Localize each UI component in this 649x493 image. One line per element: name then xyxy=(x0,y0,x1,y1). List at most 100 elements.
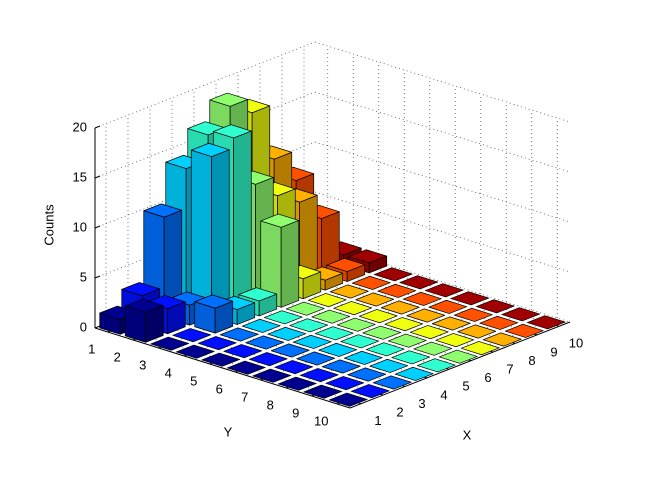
bar xyxy=(475,299,515,314)
bar xyxy=(387,333,427,348)
bar xyxy=(314,326,354,341)
bar-top xyxy=(248,352,288,367)
bar xyxy=(413,341,453,356)
x-tick-label: 5 xyxy=(462,379,469,394)
bar-top xyxy=(460,341,500,356)
bar-top xyxy=(289,318,329,333)
bar-top xyxy=(223,344,263,359)
bar xyxy=(372,375,412,390)
bar-top xyxy=(263,310,303,325)
bar-top xyxy=(311,309,351,324)
bar-top xyxy=(307,293,347,308)
bar-top xyxy=(238,287,278,302)
bar-top xyxy=(121,282,161,297)
bar-top xyxy=(351,275,391,290)
bar-top xyxy=(190,142,230,157)
bar-top xyxy=(369,358,409,373)
grid-line xyxy=(314,91,571,173)
bar xyxy=(416,358,456,373)
bar-top xyxy=(391,350,431,365)
bar-front xyxy=(211,149,230,317)
bar-top xyxy=(450,291,490,306)
bar-top xyxy=(424,283,464,298)
bar xyxy=(252,368,292,383)
bar xyxy=(355,292,395,307)
bar-top xyxy=(428,299,468,314)
bar xyxy=(460,341,500,356)
y-tick-label: 9 xyxy=(292,405,299,420)
bar xyxy=(350,384,390,399)
y-tick-label: 4 xyxy=(165,365,172,380)
x-tick-label: 3 xyxy=(418,396,425,411)
x-tick-label: 7 xyxy=(506,362,513,377)
bar xyxy=(329,284,369,299)
bar xyxy=(263,310,303,325)
bar-top xyxy=(318,342,358,357)
bar-top xyxy=(241,318,281,333)
bar-top xyxy=(409,325,449,340)
bar-top xyxy=(406,308,446,323)
bar xyxy=(318,342,358,357)
x-axis-label: X xyxy=(463,427,472,442)
z-tick xyxy=(94,275,101,279)
bar-top xyxy=(340,334,380,349)
bar xyxy=(285,301,325,316)
bar-top xyxy=(504,323,544,338)
bar-top xyxy=(399,275,439,290)
bar-top xyxy=(267,326,307,341)
bar xyxy=(274,360,314,375)
y-tick-label: 7 xyxy=(241,389,248,404)
bar-top xyxy=(526,315,566,330)
bar xyxy=(325,376,365,391)
bar xyxy=(369,358,409,373)
bar xyxy=(482,332,522,347)
y-tick-label: 2 xyxy=(114,349,121,364)
bar-top xyxy=(384,317,424,332)
bar-top xyxy=(348,249,388,264)
bar xyxy=(241,318,281,333)
grid-line xyxy=(94,41,316,129)
bar-top xyxy=(457,324,497,339)
bar-top xyxy=(435,333,475,348)
bar-top xyxy=(150,336,190,351)
bar xyxy=(431,316,471,331)
bar-top xyxy=(296,351,336,366)
bar-top xyxy=(270,343,310,358)
bar xyxy=(391,350,431,365)
bar-top xyxy=(329,284,369,299)
x-tick-label: 2 xyxy=(396,405,403,420)
bar-top xyxy=(402,291,442,306)
bar xyxy=(479,315,519,330)
bar xyxy=(296,351,336,366)
bar xyxy=(453,307,493,322)
bar-top xyxy=(373,267,413,282)
bar xyxy=(336,317,376,332)
bar xyxy=(328,392,368,407)
z-tick-label: 10 xyxy=(73,219,87,234)
bar-top xyxy=(212,124,252,139)
z-axis-label: Counts xyxy=(41,204,56,246)
bar xyxy=(365,342,405,357)
bar xyxy=(197,336,237,351)
bar xyxy=(260,213,300,308)
bar-top xyxy=(372,375,412,390)
bar xyxy=(377,283,417,298)
bar-top xyxy=(194,294,234,309)
bar xyxy=(277,376,317,391)
bar-front xyxy=(233,130,252,309)
bar xyxy=(435,333,475,348)
bar-top xyxy=(347,367,387,382)
bar xyxy=(321,359,361,374)
bar xyxy=(394,366,434,381)
bar xyxy=(358,309,398,324)
bar xyxy=(307,293,347,308)
bar xyxy=(457,324,497,339)
y-axis-label: Y xyxy=(224,424,233,439)
bar xyxy=(333,301,373,316)
bar xyxy=(201,352,241,367)
y-tick-label: 8 xyxy=(267,397,274,412)
z-tick-label: 15 xyxy=(73,169,87,184)
bar-top xyxy=(350,384,390,399)
bar-top xyxy=(197,336,237,351)
